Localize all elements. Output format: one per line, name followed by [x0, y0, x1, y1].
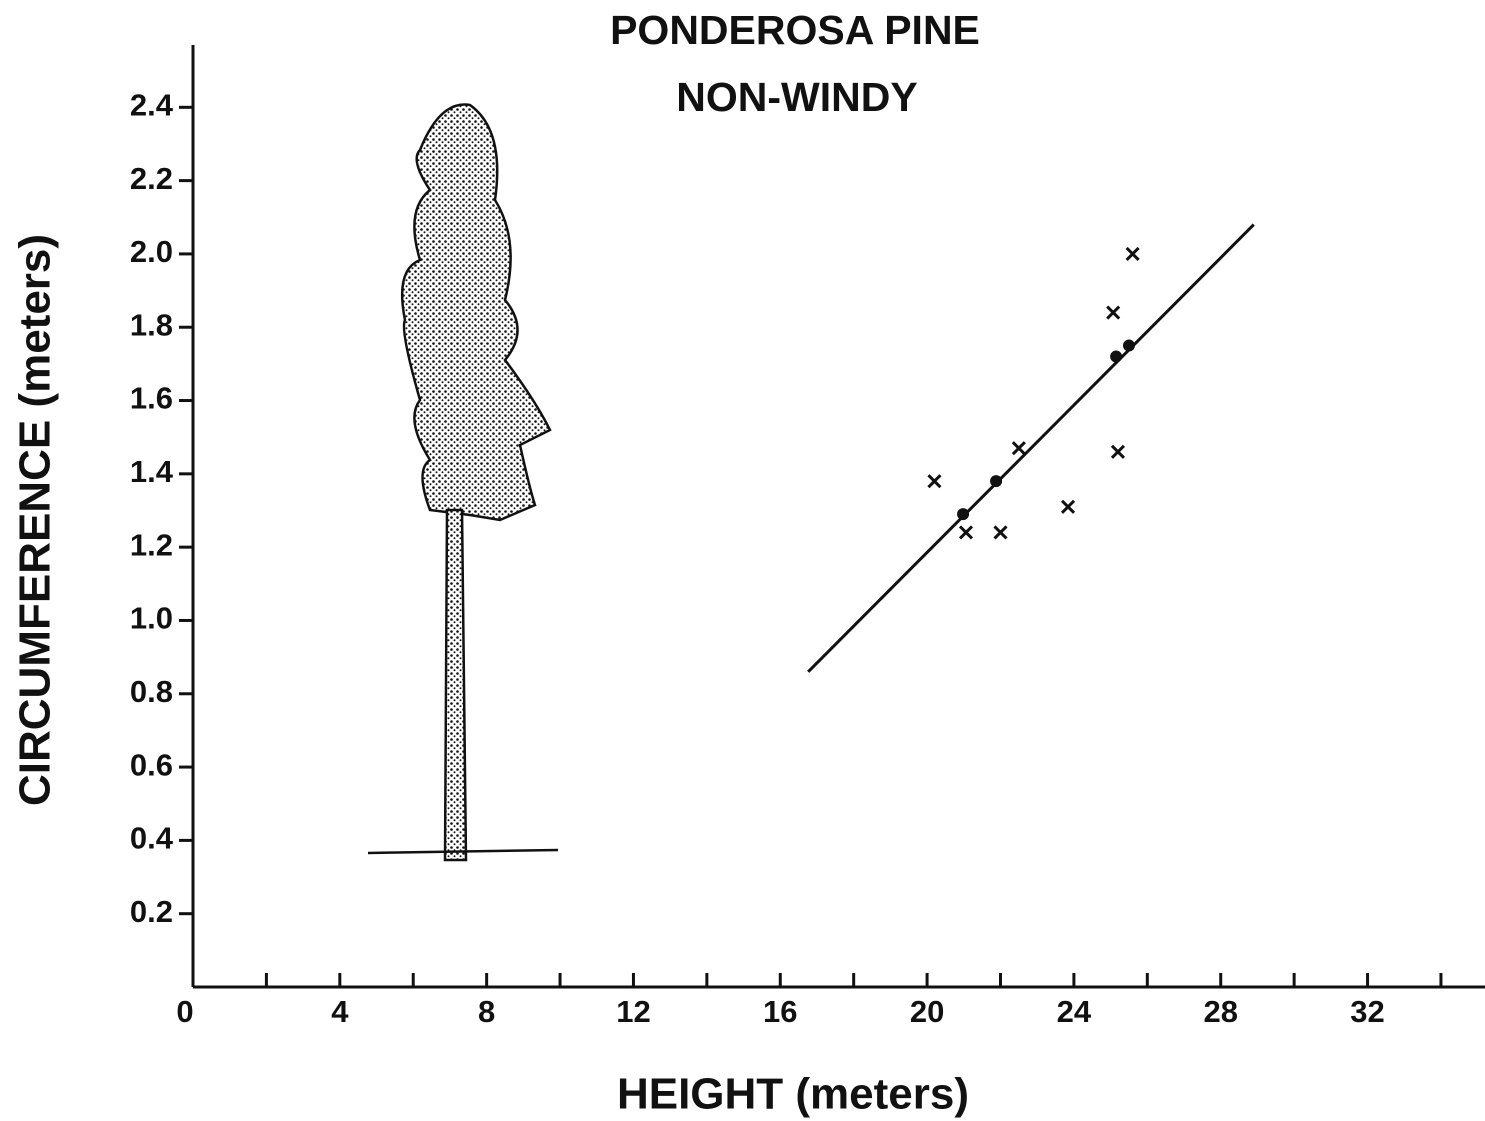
y-tick-label: 2.4 — [130, 87, 174, 122]
x-point — [1060, 499, 1076, 514]
x-point — [1110, 444, 1126, 459]
y-tick-label: 1.4 — [130, 454, 174, 489]
y-tick-label: 1.2 — [130, 527, 173, 562]
fit-line — [807, 223, 1255, 673]
chart-title: PONDEROSA PINE — [610, 7, 980, 53]
x-tick-label: 20 — [910, 994, 944, 1029]
x-tick-label: 32 — [1350, 994, 1384, 1029]
x-point — [958, 525, 974, 540]
tree-illustration — [367, 103, 559, 862]
x-tick-label: 16 — [763, 994, 797, 1029]
x-point — [1106, 305, 1121, 320]
x-axis-label: HEIGHT (meters) — [617, 1070, 969, 1119]
x-point — [1125, 246, 1140, 261]
y-tick-label: 0.6 — [130, 747, 173, 782]
y-tick-label: 2.2 — [130, 161, 173, 196]
dot-point — [957, 508, 970, 521]
x-point — [993, 525, 1008, 540]
y-tick-label: 0.2 — [130, 894, 173, 929]
x-tick-label: 4 — [331, 994, 349, 1029]
x-tick-label: 28 — [1203, 994, 1237, 1029]
y-tick-label: 2.0 — [130, 234, 173, 269]
x-tick-label: 8 — [478, 994, 495, 1029]
y-tick-label: 0.8 — [130, 674, 173, 709]
x-tick-label: 12 — [616, 994, 650, 1029]
x-tick-label: 24 — [1057, 994, 1092, 1029]
chart-subtitle: NON-WINDY — [676, 74, 917, 120]
x-point — [927, 474, 942, 489]
y-tick-label: 0.4 — [130, 821, 174, 856]
x-point — [1011, 441, 1026, 456]
y-tick-label: 1.0 — [130, 601, 173, 636]
y-tick-label: 1.8 — [130, 307, 173, 342]
x-tick-label: 0 — [176, 994, 193, 1029]
y-tick-label: 1.6 — [130, 381, 173, 416]
y-axis-label: CIRCUMFERENCE (meters) — [11, 234, 60, 806]
